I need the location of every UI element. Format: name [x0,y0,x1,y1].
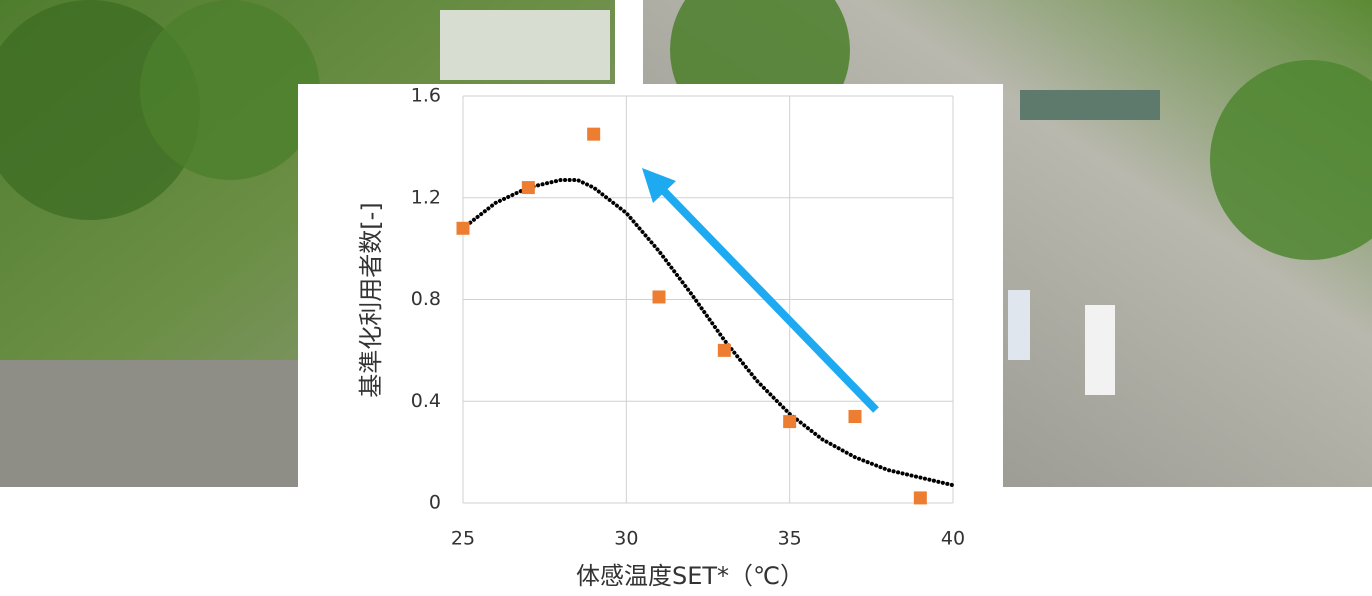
chart-panel [298,84,1003,592]
data-point [522,181,535,194]
page: {"chart_data": {"type": "scatter", "xlab… [0,0,1372,592]
y-tick-label: 0.8 [411,288,441,310]
x-tick-label: 25 [451,528,475,550]
y-tick-label: 0 [429,492,441,514]
x-tick-label: 35 [778,528,802,550]
data-point [587,128,600,141]
data-point [457,222,470,235]
data-point [653,290,666,303]
x-axis-label: 体感温度SET*（℃） [576,562,804,590]
data-point [914,491,927,504]
data-point [718,344,731,357]
data-point [783,415,796,428]
y-axis-label: 基準化利用者数[-] [357,202,385,397]
x-tick-label: 40 [941,528,965,550]
y-tick-label: 1.2 [411,186,441,208]
data-point [849,410,862,423]
screen: 0 0.4 0.8 1.2 1.6 25 30 35 40 体感温度SET*（℃） 基準化利用者… [0,0,1372,592]
y-tick-label: 1.6 [411,85,441,107]
y-tick-label: 0.4 [411,390,441,412]
x-tick-label: 30 [614,528,638,550]
